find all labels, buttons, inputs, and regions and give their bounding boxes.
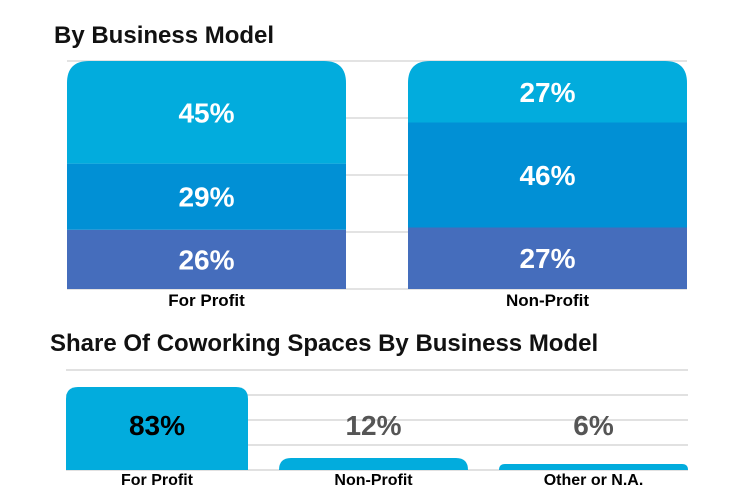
bar bbox=[66, 387, 248, 470]
bar bbox=[279, 458, 468, 470]
category-label: Non-Profit bbox=[506, 291, 589, 310]
data-label: 27% bbox=[519, 243, 575, 274]
data-label: 27% bbox=[519, 77, 575, 108]
data-label: 26% bbox=[178, 244, 234, 275]
data-label: 83% bbox=[129, 410, 185, 441]
chart2-bars: 83% For Profit 12% Non-Profit 6% Other or N.A… bbox=[66, 387, 688, 489]
chart2-title: Share Of Coworking Spaces By Business Mo… bbox=[50, 330, 598, 357]
chart1-title: By Business Model bbox=[54, 22, 274, 49]
chart1-bars: 26% 29% 45% For Profit 27% 46% 27% Non-Profit bbox=[67, 61, 687, 310]
category-label: For Profit bbox=[121, 472, 194, 489]
bar-segment bbox=[408, 227, 687, 289]
bar-segment bbox=[67, 229, 346, 289]
data-label: 6% bbox=[573, 410, 614, 441]
bar-segment bbox=[67, 61, 346, 164]
category-label: For Profit bbox=[168, 291, 245, 310]
bar-segment bbox=[408, 61, 687, 123]
bar-segment bbox=[408, 122, 687, 228]
bar-segment bbox=[67, 163, 346, 230]
category-label: Other or N.A. bbox=[544, 472, 644, 489]
data-label: 45% bbox=[178, 97, 234, 128]
category-label: Non-Profit bbox=[334, 472, 413, 489]
data-label: 12% bbox=[345, 410, 401, 441]
bar bbox=[499, 464, 688, 470]
data-label: 46% bbox=[519, 160, 575, 191]
data-label: 29% bbox=[178, 182, 234, 213]
